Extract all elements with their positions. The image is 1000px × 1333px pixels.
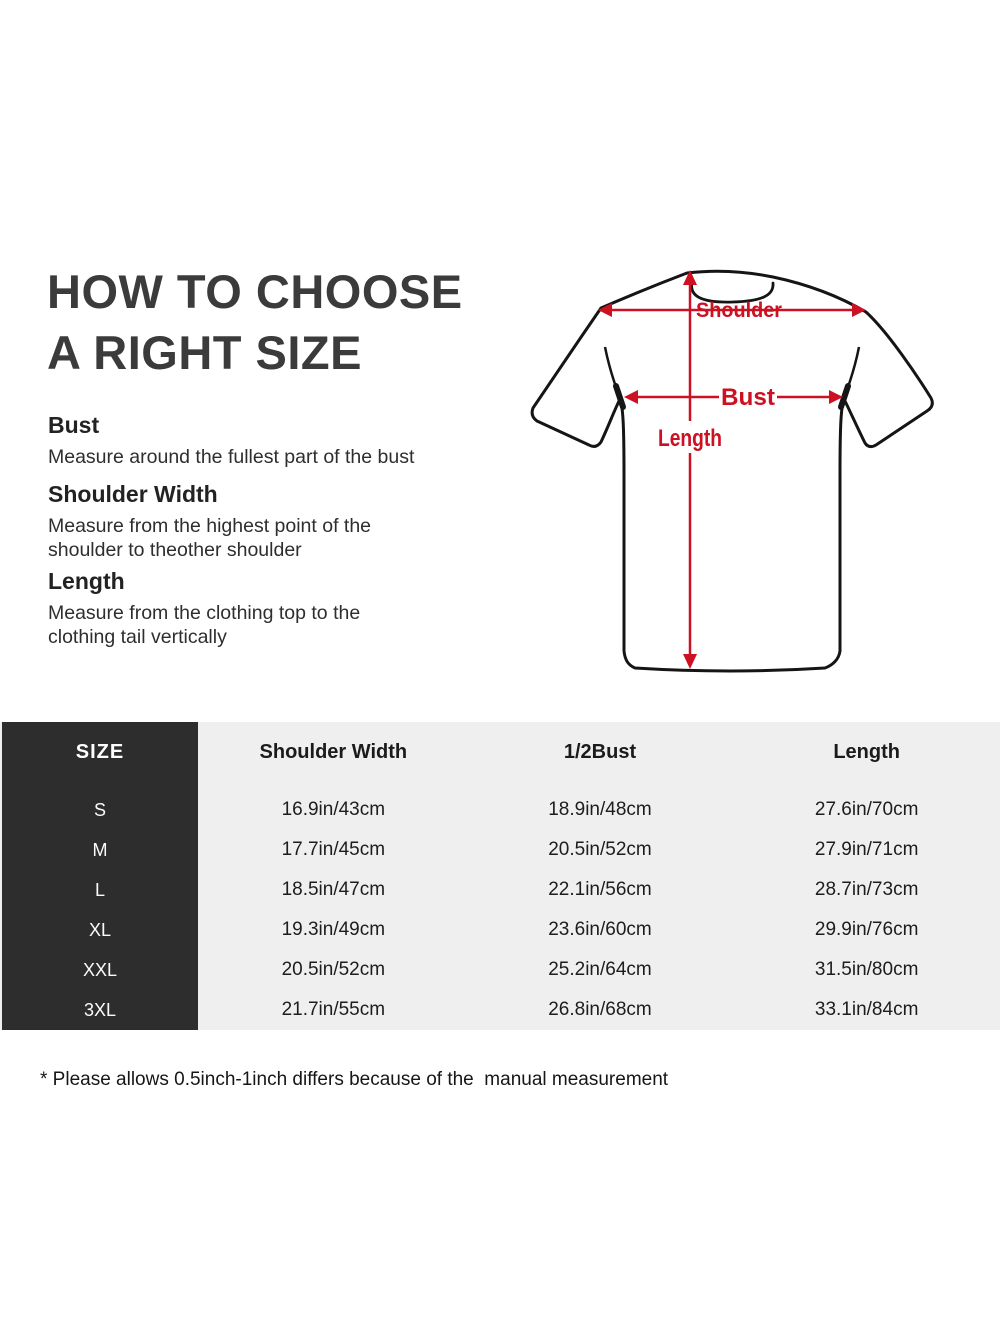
table-row-xxl-length: 31.5in/80cm: [814, 959, 919, 980]
tshirt-outline: [530, 269, 934, 673]
size-column-background: [2, 722, 198, 1030]
bust-label: Bust: [721, 384, 775, 411]
shoulder-arrowhead-right: [852, 303, 866, 317]
table-row-xxl-shoulder: 20.5in/52cm: [281, 959, 386, 980]
shoulder-arrowhead-left: [598, 303, 612, 317]
table-row-l-length: 28.7in/73cm: [814, 879, 919, 900]
table-row-m-length: 27.9in/71cm: [814, 839, 919, 860]
length-label: Length: [658, 425, 722, 452]
table-row-xl-size: XL: [88, 919, 112, 940]
tshirt-measurement-diagram: Shoulder Bust Length: [530, 269, 934, 673]
instruction-shoulder-text-line2: shoulder to theother shoulder: [48, 539, 302, 561]
table-row-l-shoulder: 18.5in/47cm: [281, 879, 386, 900]
bust-arrowhead-right: [829, 390, 843, 404]
table-row-s-half-bust: 18.9in/48cm: [548, 799, 652, 820]
table-row-xl-half-bust: 23.6in/60cm: [548, 919, 652, 940]
instruction-length-text-line2: clothing tail vertically: [48, 626, 227, 648]
instruction-length-text-line1: Measure from the clothing top to the: [48, 602, 361, 624]
table-row-xxl-half-bust: 25.2in/64cm: [548, 959, 652, 980]
size-table-header-half-bust: 1/2Bust: [563, 740, 637, 763]
table-row-s-size: S: [93, 799, 106, 820]
table-row-m-shoulder: 17.7in/45cm: [281, 839, 386, 860]
table-row-xl-length: 29.9in/76cm: [814, 919, 919, 940]
instruction-bust-text: Measure around the fullest part of the b…: [48, 446, 415, 468]
bust-arrowhead-left: [624, 390, 638, 404]
table-row-l-half-bust: 22.1in/56cm: [548, 879, 652, 900]
size-table: SIZE Shoulder Width 1/2Bust Length S 16.…: [0, 722, 1000, 1030]
instruction-length-heading: Length: [48, 568, 125, 594]
table-row-m-half-bust: 20.5in/52cm: [548, 839, 652, 860]
table-row-m-size: M: [92, 839, 108, 860]
size-table-grid: SIZE Shoulder Width 1/2Bust Length S 16.…: [0, 722, 1000, 1030]
table-row-s-shoulder: 16.9in/43cm: [281, 799, 386, 820]
size-table-header-length: Length: [833, 740, 900, 763]
page-title: HOW TO CHOOSE A RIGHT SIZE: [47, 261, 463, 383]
instruction-bust: Bust Measure around the fullest part of …: [48, 412, 414, 469]
size-table-header-size: SIZE: [75, 740, 125, 763]
table-row-3xl-shoulder: 21.7in/55cm: [281, 999, 386, 1020]
shoulder-label: Shoulder: [696, 299, 782, 322]
instruction-shoulder-text-line1: Measure from the highest point of the: [48, 515, 372, 537]
table-row-xl-shoulder: 19.3in/49cm: [281, 919, 386, 940]
table-row-l-size: L: [94, 879, 105, 900]
table-row-3xl-half-bust: 26.8in/68cm: [548, 999, 652, 1020]
instruction-length: Length Measure from the clothing top to …: [48, 568, 360, 649]
right-armpit-shade: [838, 383, 851, 410]
size-table-header-shoulder-width: Shoulder Width: [259, 740, 408, 763]
table-row-s-length: 27.6in/70cm: [814, 799, 919, 820]
measurement-disclaimer: * Please allows 0.5inch-1inch differs be…: [40, 1069, 669, 1090]
collar-opening: [690, 280, 775, 304]
instruction-bust-heading: Bust: [48, 412, 100, 438]
bust-label-bg: [719, 382, 777, 412]
table-row-3xl-size: 3XL: [83, 999, 117, 1020]
instruction-shoulder-heading: Shoulder Width: [48, 481, 218, 507]
table-row-xxl-size: XXL: [82, 959, 118, 980]
table-row-3xl-length: 33.1in/84cm: [814, 999, 919, 1020]
length-arrowhead-up: [683, 270, 697, 285]
page-title-line1: HOW TO CHOOSE: [47, 265, 463, 318]
left-armpit-shade: [613, 383, 626, 410]
length-arrowhead-down: [683, 654, 697, 669]
page-title-line2: A RIGHT SIZE: [47, 326, 362, 379]
length-label-bg: [656, 421, 724, 453]
instruction-shoulder-width: Shoulder Width Measure from the highest …: [48, 481, 371, 562]
